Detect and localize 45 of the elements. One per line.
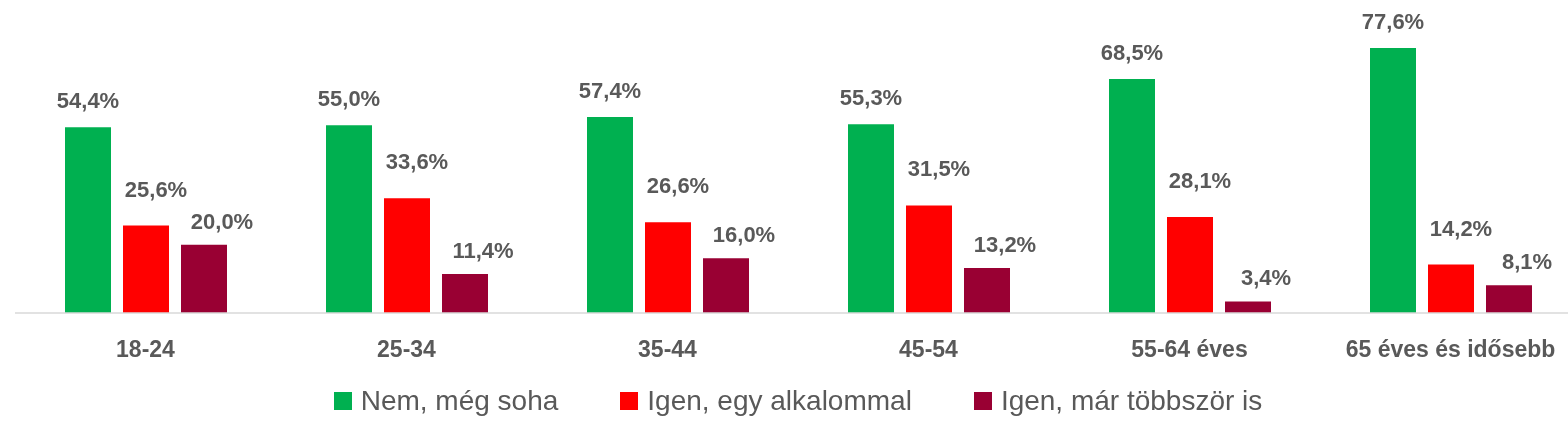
data-label: 28,1%	[1168, 168, 1232, 194]
data-label: 13,2%	[973, 231, 1037, 257]
x-tick-label: 55-64 éves	[1131, 336, 1248, 363]
bar	[1225, 301, 1271, 313]
data-label: 68,5%	[1100, 40, 1164, 66]
bar	[1428, 264, 1474, 313]
bar	[123, 225, 169, 313]
bar	[384, 198, 430, 313]
data-label: 54,4%	[56, 88, 120, 114]
data-label: 3,4%	[1240, 265, 1292, 291]
data-label: 55,0%	[317, 86, 381, 112]
data-label: 11,4%	[452, 238, 514, 264]
x-tick-label: 18-24	[116, 336, 176, 363]
bar	[848, 124, 894, 313]
data-label: 26,6%	[646, 173, 710, 199]
legend-label: Igen, egy alkalommal	[647, 385, 912, 417]
x-tick-label: 65 éves és idősebb	[1345, 336, 1556, 363]
data-label: 16,0%	[712, 222, 776, 248]
bar	[1370, 48, 1416, 313]
bar	[906, 205, 952, 313]
x-tick-label: 35-44	[638, 336, 698, 363]
data-label: 25,6%	[124, 176, 188, 202]
x-tick-label: 25-34	[377, 336, 437, 363]
data-label: 8,1%	[1501, 249, 1553, 275]
bar	[1109, 79, 1155, 313]
bar	[181, 244, 227, 313]
bar	[703, 258, 749, 313]
bar	[964, 267, 1010, 313]
data-label: 55,3%	[839, 85, 903, 111]
bar	[326, 125, 372, 313]
data-label: 77,6%	[1361, 9, 1425, 34]
bar	[65, 127, 111, 313]
bar	[587, 116, 633, 313]
data-label: 20,0%	[190, 208, 254, 234]
bar	[1486, 285, 1532, 313]
legend-label: Igen, már többször is	[1000, 385, 1263, 417]
bar	[645, 222, 691, 313]
data-label: 33,6%	[385, 149, 449, 175]
data-label: 31,5%	[907, 156, 971, 182]
data-label: 57,4%	[578, 77, 642, 103]
data-label: 14,2%	[1429, 215, 1493, 241]
bar	[1167, 217, 1213, 313]
legend-label: Nem, még soha	[360, 385, 559, 417]
bar	[442, 274, 488, 313]
x-tick-label: 45-54	[899, 336, 959, 363]
